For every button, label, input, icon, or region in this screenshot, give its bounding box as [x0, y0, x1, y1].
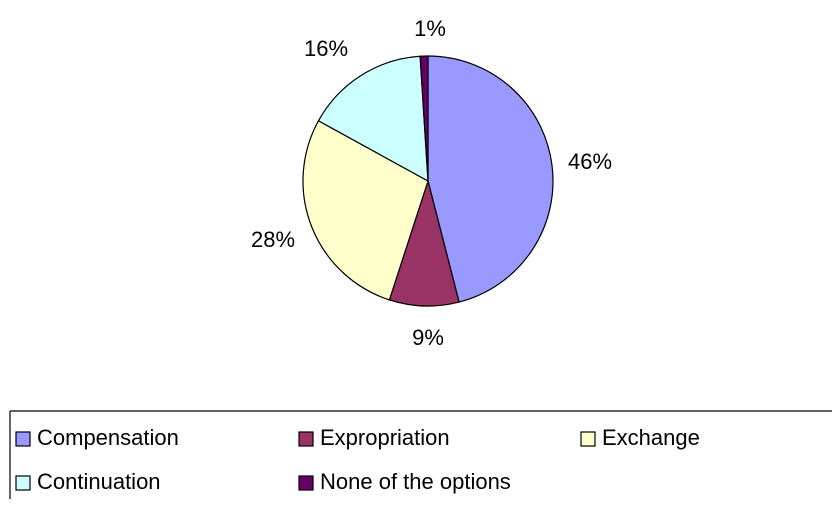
legend-item-exchange: Exchange — [580, 425, 700, 450]
data-label-compensation: 46% — [568, 149, 612, 174]
pie-slices — [302, 55, 554, 307]
data-label-continuation: 16% — [304, 36, 348, 61]
legend-item-continuation: Continuation — [15, 469, 161, 494]
legend-label: Continuation — [37, 469, 161, 494]
pie-slice-continuation — [317, 55, 429, 183]
legend: Compensation Expropriation Exchange Continu… — [9, 410, 832, 499]
legend-label: Exchange — [602, 425, 700, 450]
legend-swatch — [15, 475, 31, 491]
data-label-expropriation: 9% — [412, 325, 444, 350]
legend-swatch — [580, 431, 596, 447]
legend-item-expropriation: Expropriation — [298, 425, 450, 450]
legend-swatch — [298, 475, 314, 491]
data-label-exchange: 28% — [251, 227, 295, 252]
pie-slice-exchange — [302, 119, 429, 301]
legend-swatch — [15, 431, 31, 447]
legend-item-none-of-the-options: None of the options — [298, 469, 511, 494]
pie-slice-compensation — [427, 55, 554, 303]
legend-items: Compensation Expropriation Exchange Continu… — [15, 425, 700, 494]
legend-label: Expropriation — [320, 425, 450, 450]
legend-label: Compensation — [37, 425, 179, 450]
data-label-none-of-the-options: 1% — [414, 16, 446, 41]
pie-data-labels: 46% 9% 28% 16% 1% — [251, 16, 612, 350]
legend-item-compensation: Compensation — [15, 425, 179, 450]
legend-swatch — [298, 431, 314, 447]
legend-border — [9, 410, 832, 499]
legend-label: None of the options — [320, 469, 511, 494]
pie-slice-none-of-the-options — [419, 55, 429, 182]
